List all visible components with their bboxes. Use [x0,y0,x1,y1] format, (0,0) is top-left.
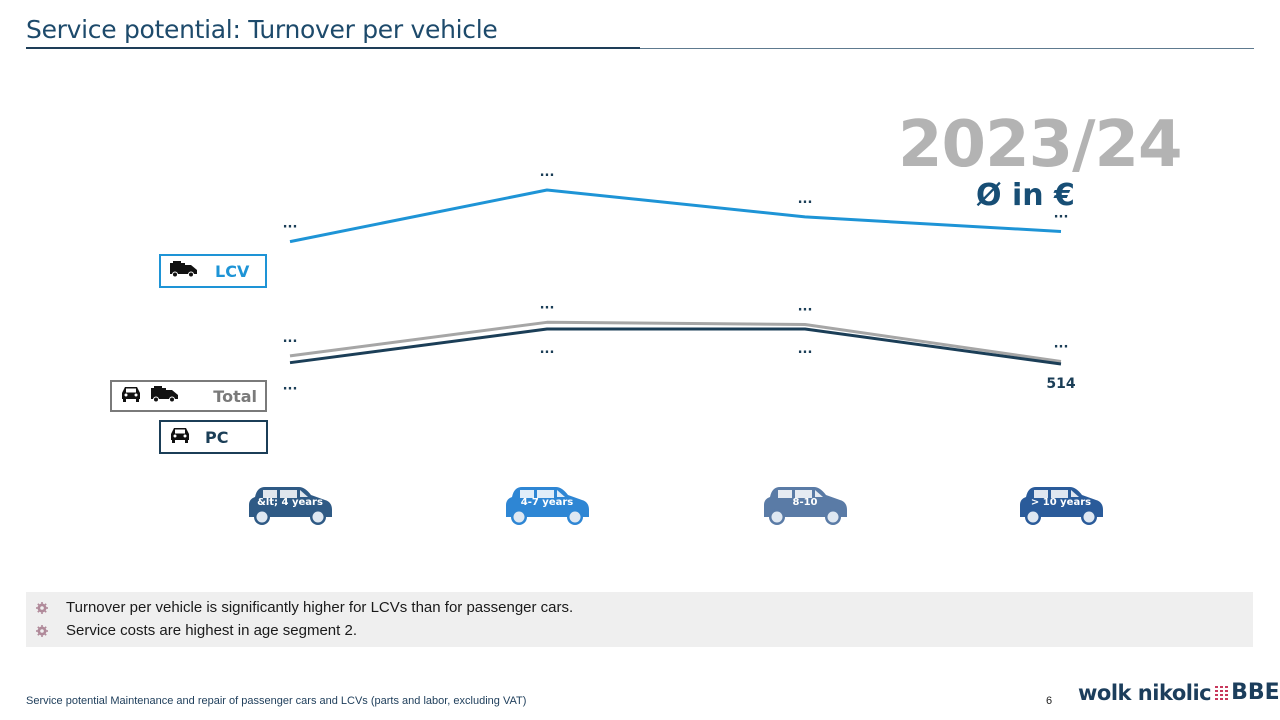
title-divider [26,47,640,49]
age-category-2: 8-10 [760,483,850,527]
note-2: Service costs are highest in age segment… [66,622,357,639]
gear-bullet-icon [36,601,48,614]
legend-lcv: LCV [159,254,267,288]
car-icon [249,487,332,525]
age-category-0: &lt; 4 years [245,483,335,527]
data-label-pc-3: 514 [1046,376,1075,392]
data-label-pc-0: ... [283,379,298,394]
age-category-label: > 10 years [1030,497,1092,508]
year-label: 2023/24 [898,108,1183,182]
logo-suffix: BBE [1231,680,1280,705]
series-line-lcv [289,188,1062,244]
legend-pc-label: PC [205,427,229,447]
logo-text: wolk nikolic [1078,680,1212,705]
legend-total-label: Total [213,386,257,406]
unit-label: Ø in € [976,178,1075,213]
legend-pc: PC [159,420,268,454]
series-line-pc [289,327,1062,366]
series-line-total [289,320,1062,363]
age-category-3: > 10 years [1016,483,1106,527]
legend-total: Total [110,380,267,412]
car-icon [169,426,191,449]
age-category-label: 8-10 [792,497,818,508]
footer-source-text: Service potential Maintenance and repair… [26,695,527,707]
van-icon [169,260,199,282]
data-label-lcv-1: ... [540,165,555,180]
age-category-label: 4-7 years [520,497,574,508]
car-icon [506,487,589,525]
data-label-total-1: ... [540,297,555,312]
data-label-lcv-2: ... [798,192,813,207]
data-label-lcv-0: ... [283,217,298,232]
page-title: Service potential: Turnover per vehicle [26,15,498,44]
gear-bullet-icon [36,624,48,637]
key-findings-box: Turnover per vehicle is significantly hi… [26,592,1253,647]
car-icon [120,385,142,408]
company-logo: wolk nikolic BBE [1078,680,1280,705]
car-icon [764,487,847,525]
van-icon [150,385,180,407]
title-divider-secondary [640,48,1254,49]
data-label-pc-2: ... [798,342,813,357]
note-1: Turnover per vehicle is significantly hi… [66,599,574,616]
data-label-lcv-3: ... [1054,206,1069,221]
data-label-total-0: ... [283,331,298,346]
logo-dots-icon [1215,685,1229,700]
page-number: 6 [1046,695,1053,707]
data-label-total-3: ... [1054,337,1069,352]
data-label-pc-1: ... [540,342,555,357]
legend-lcv-label: LCV [215,261,250,281]
data-label-total-2: ... [798,300,813,315]
age-category-label: &lt; 4 years [257,497,323,508]
age-category-1: 4-7 years [502,483,592,527]
car-icon [1020,487,1103,525]
